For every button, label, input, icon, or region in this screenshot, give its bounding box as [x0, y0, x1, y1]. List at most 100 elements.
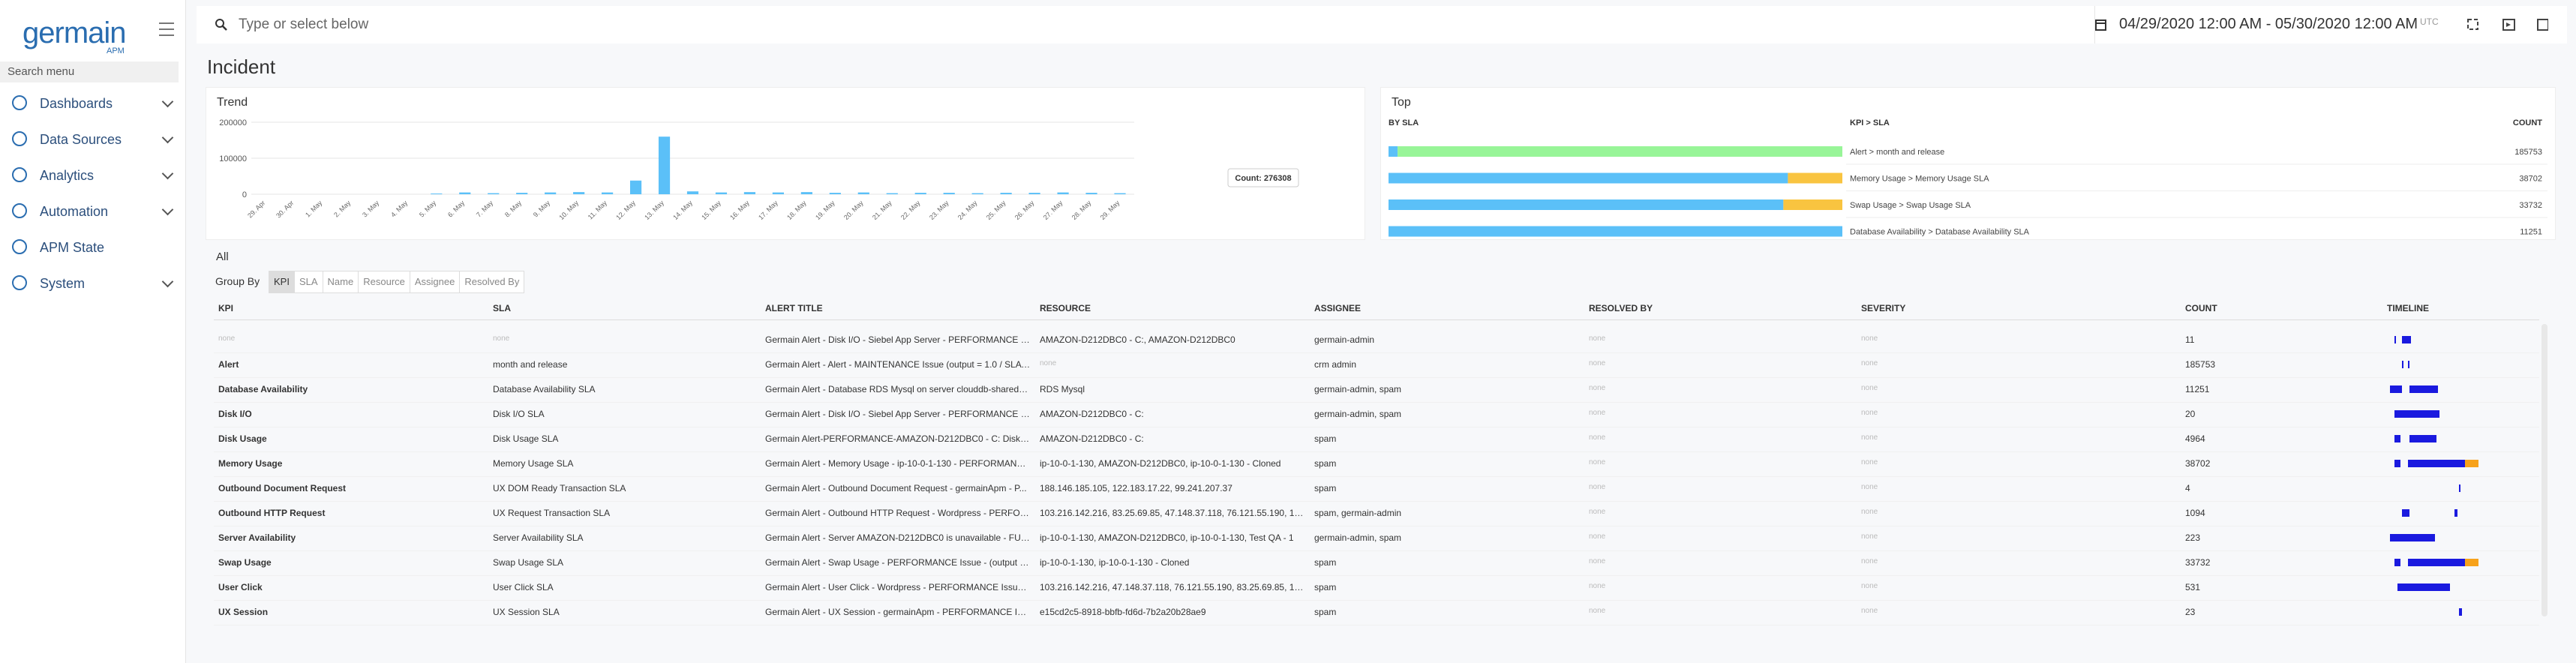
- column-header[interactable]: RESOLVED BY: [1589, 303, 1653, 314]
- table-cell: none: [1861, 508, 1878, 516]
- table-cell: Disk Usage SLA: [493, 434, 559, 444]
- table-row[interactable]: [214, 377, 2539, 403]
- x-tick-label: 30. Apr: [275, 199, 295, 219]
- table-row[interactable]: [214, 476, 2539, 502]
- table-row[interactable]: [214, 402, 2539, 428]
- table-cell: Germain Alert - User Click - Wordpress -…: [765, 582, 1031, 592]
- category-label: Memory Usage > Memory Usage SLA: [1850, 175, 1989, 184]
- top-bar: Type or select below 04/29/2020 12:00 AM…: [197, 6, 2567, 44]
- group-by-button[interactable]: Name: [322, 271, 359, 293]
- x-tick-label: 23. May: [928, 199, 950, 221]
- table-cell: spam: [1314, 582, 1337, 592]
- column-header[interactable]: ALERT TITLE: [765, 303, 823, 314]
- table-row[interactable]: [214, 600, 2539, 626]
- table-row[interactable]: [214, 427, 2539, 452]
- x-tick-label: 25. May: [985, 199, 1007, 221]
- table-cell: Germain Alert - UX Session - germainApm …: [765, 607, 1031, 617]
- table-cell: 4964: [2185, 434, 2205, 444]
- menu-item[interactable]: APM State: [0, 231, 185, 264]
- timeline-block: [2409, 386, 2438, 393]
- table-cell: Disk I/O: [218, 409, 252, 419]
- timeline-block: [2402, 336, 2411, 344]
- table-cell: none: [493, 334, 510, 343]
- column-header[interactable]: ASSIGNEE: [1314, 303, 1362, 314]
- menu-search[interactable]: Search menu: [0, 62, 179, 82]
- table-row[interactable]: [214, 501, 2539, 526]
- table-cell: none: [1589, 384, 1606, 392]
- timeline-block: [2459, 484, 2460, 492]
- table-cell: Database Availability: [218, 384, 308, 394]
- menu-item[interactable]: Dashboards: [0, 87, 185, 120]
- y-tick-label: 100000: [219, 154, 247, 164]
- count: 38702: [2519, 175, 2542, 184]
- table-cell: spam: [1314, 483, 1337, 494]
- column-header[interactable]: COUNT: [2185, 303, 2217, 314]
- group-by-button[interactable]: KPI: [269, 271, 295, 293]
- search-input[interactable]: Type or select below: [239, 16, 369, 32]
- menu-toggle[interactable]: [159, 22, 174, 36]
- table-row[interactable]: [214, 575, 2539, 601]
- timezone: UTC: [2420, 16, 2439, 27]
- table-cell: none: [1589, 557, 1606, 566]
- x-tick-label: 14. May: [671, 199, 694, 221]
- x-tick-label: 15. May: [700, 199, 722, 221]
- column-header: KPI > SLA: [1850, 118, 1890, 128]
- chevron: [161, 167, 174, 180]
- table-cell: UX Request Transaction SLA: [493, 508, 611, 518]
- table-cell: spam: [1314, 434, 1337, 444]
- chevron: [161, 203, 174, 216]
- date-range[interactable]: 04/29/2020 12:00 AM - 05/30/2020 12:00 A…: [2119, 16, 2418, 32]
- bar: [829, 193, 841, 194]
- table-cell: 103.216.142.216, 83.25.69.85, 47.148.37.…: [1040, 508, 1305, 518]
- logo[interactable]: germain: [23, 16, 127, 50]
- table-cell: none: [1861, 557, 1878, 566]
- column-header[interactable]: SLA: [493, 303, 511, 314]
- bar: [1028, 193, 1040, 194]
- x-tick-label: 29. May: [1099, 199, 1121, 221]
- count: 185753: [2514, 148, 2542, 157]
- category-label: Alert > month and release: [1850, 148, 1944, 157]
- menu-item[interactable]: Analytics: [0, 159, 185, 192]
- group-by-button[interactable]: Assignee: [409, 271, 461, 293]
- menu-item[interactable]: Data Sources: [0, 123, 185, 156]
- table-row[interactable]: [214, 328, 2539, 353]
- table-cell: Germain Alert - Disk I/O - Siebel App Se…: [765, 409, 1031, 419]
- table-cell: User Click SLA: [493, 582, 554, 592]
- table-cell: none: [1861, 607, 1878, 615]
- table-cell: Server Availability SLA: [493, 532, 584, 543]
- table-cell: 33732: [2185, 557, 2211, 568]
- group-by-button[interactable]: Resource: [358, 271, 410, 293]
- table-row[interactable]: [214, 550, 2539, 576]
- table-cell: 11251: [2185, 384, 2210, 394]
- table-cell: 1094: [2185, 508, 2205, 518]
- column-header[interactable]: TIMELINE: [2387, 303, 2429, 314]
- toolbar-icons[interactable]: [2466, 17, 2548, 32]
- table-cell: UX Session: [218, 607, 269, 617]
- table-row[interactable]: [214, 452, 2539, 477]
- bar: [686, 191, 699, 194]
- section-title: All: [216, 250, 229, 263]
- table-cell: Alert: [218, 359, 239, 370]
- table-cell: germain-admin: [1314, 334, 1375, 345]
- x-tick-label: 7. May: [475, 199, 495, 219]
- count: 11251: [2520, 228, 2542, 237]
- bar: [573, 192, 585, 194]
- menu-item[interactable]: Automation: [0, 195, 185, 228]
- chart-title: Top: [1392, 96, 1411, 109]
- table-row[interactable]: [214, 352, 2539, 378]
- group-by-button[interactable]: SLA: [293, 271, 323, 293]
- timeline-block: [2394, 435, 2400, 442]
- column-header[interactable]: KPI: [218, 303, 234, 314]
- timeline-block: [2394, 336, 2396, 344]
- table-cell: Server Availability: [218, 532, 296, 543]
- group-by-button[interactable]: Resolved By: [459, 271, 525, 293]
- menu-item[interactable]: System: [0, 267, 185, 300]
- table-cell: ip-10-0-1-130, AMAZON-D212DBC0, ip-10-0-…: [1040, 532, 1294, 543]
- column-header[interactable]: RESOURCE: [1040, 303, 1091, 314]
- timeline-block: [2402, 509, 2409, 517]
- column-header[interactable]: SEVERITY: [1861, 303, 1906, 314]
- table-cell: 23: [2185, 607, 2196, 617]
- table-row[interactable]: [214, 526, 2539, 551]
- table-cell: spam: [1314, 458, 1337, 469]
